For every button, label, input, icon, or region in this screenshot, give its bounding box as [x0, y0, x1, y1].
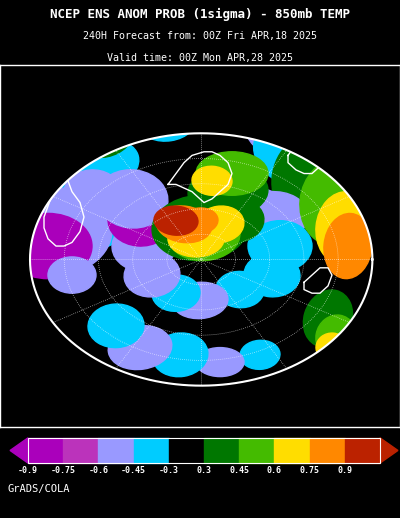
Ellipse shape — [316, 315, 356, 358]
Ellipse shape — [140, 104, 196, 141]
Bar — [169, 438, 204, 463]
Text: 0.9: 0.9 — [337, 466, 352, 475]
Ellipse shape — [316, 333, 348, 362]
Bar — [204, 438, 239, 463]
Bar — [28, 438, 380, 463]
Ellipse shape — [96, 170, 168, 228]
Ellipse shape — [254, 117, 362, 194]
Ellipse shape — [245, 96, 339, 164]
Ellipse shape — [30, 133, 372, 385]
Ellipse shape — [304, 105, 352, 134]
Ellipse shape — [244, 253, 300, 297]
Ellipse shape — [316, 192, 372, 264]
Ellipse shape — [196, 206, 244, 242]
Bar — [63, 438, 98, 463]
Ellipse shape — [228, 188, 284, 232]
Ellipse shape — [0, 188, 112, 275]
Ellipse shape — [200, 97, 240, 126]
Ellipse shape — [124, 253, 180, 297]
Text: -0.6: -0.6 — [88, 466, 108, 475]
Ellipse shape — [300, 94, 340, 123]
Ellipse shape — [168, 210, 240, 261]
Ellipse shape — [188, 166, 268, 217]
Text: NCEP ENS ANOM PROB (1sigma) - 850mb TEMP: NCEP ENS ANOM PROB (1sigma) - 850mb TEMP — [50, 8, 350, 21]
Bar — [28, 438, 63, 463]
Ellipse shape — [232, 101, 280, 137]
Text: -0.9: -0.9 — [18, 466, 38, 475]
Ellipse shape — [300, 159, 372, 246]
Text: 0.6: 0.6 — [267, 466, 282, 475]
Ellipse shape — [60, 123, 100, 152]
Ellipse shape — [4, 213, 92, 279]
Bar — [134, 438, 169, 463]
Ellipse shape — [196, 348, 244, 377]
Text: Valid time: 00Z Mon APR,28 2025: Valid time: 00Z Mon APR,28 2025 — [107, 53, 293, 63]
Text: 240H Forecast from: 00Z Fri APR,18 2025: 240H Forecast from: 00Z Fri APR,18 2025 — [83, 31, 317, 41]
Ellipse shape — [303, 290, 353, 347]
Polygon shape — [380, 438, 398, 463]
Bar — [310, 438, 345, 463]
Ellipse shape — [112, 221, 176, 271]
Ellipse shape — [168, 221, 224, 257]
Ellipse shape — [220, 87, 284, 130]
Ellipse shape — [64, 170, 120, 213]
Text: -0.75: -0.75 — [51, 466, 76, 475]
Ellipse shape — [172, 282, 228, 319]
Ellipse shape — [192, 166, 232, 195]
Ellipse shape — [240, 340, 280, 369]
Ellipse shape — [4, 151, 148, 254]
Ellipse shape — [156, 206, 212, 243]
Text: 0.75: 0.75 — [300, 466, 320, 475]
Ellipse shape — [82, 117, 134, 157]
Bar — [239, 438, 274, 463]
Text: 0.3: 0.3 — [196, 466, 212, 475]
Ellipse shape — [272, 130, 368, 232]
Ellipse shape — [196, 152, 268, 195]
Ellipse shape — [208, 199, 264, 242]
Ellipse shape — [236, 192, 308, 242]
Text: -0.3: -0.3 — [159, 466, 179, 475]
Ellipse shape — [156, 97, 204, 126]
Ellipse shape — [108, 195, 172, 246]
Ellipse shape — [152, 275, 200, 311]
Text: GrADS/COLA: GrADS/COLA — [8, 484, 70, 494]
Ellipse shape — [154, 206, 198, 235]
Ellipse shape — [248, 221, 312, 271]
Ellipse shape — [216, 271, 264, 308]
Bar — [345, 438, 380, 463]
Ellipse shape — [152, 333, 208, 377]
Ellipse shape — [182, 208, 218, 234]
Text: 0.45: 0.45 — [229, 466, 249, 475]
Text: -0.45: -0.45 — [121, 466, 146, 475]
Polygon shape — [10, 438, 28, 463]
Bar — [274, 438, 310, 463]
Bar — [98, 438, 134, 463]
Ellipse shape — [48, 257, 96, 293]
Ellipse shape — [61, 139, 139, 193]
Ellipse shape — [324, 213, 372, 279]
Ellipse shape — [152, 195, 248, 261]
Ellipse shape — [88, 304, 144, 348]
Ellipse shape — [108, 326, 172, 369]
